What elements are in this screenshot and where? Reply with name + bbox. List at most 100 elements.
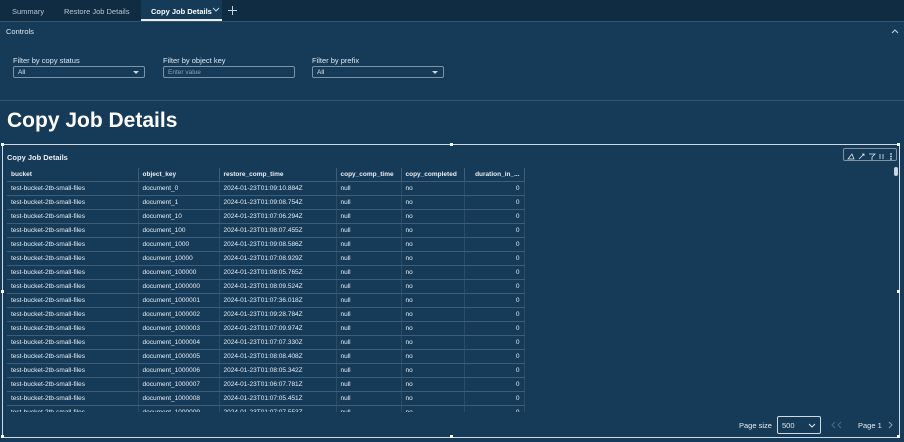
table-cell: test-bucket-2tb-small-files: [7, 335, 139, 350]
table-cell: 0: [464, 307, 525, 322]
table-cell: 0: [464, 237, 525, 252]
table-cell: test-bucket-2tb-small-files: [7, 363, 139, 378]
table-cell: null: [336, 209, 402, 224]
table-cell: null: [336, 363, 402, 378]
table-cell: null: [336, 181, 402, 196]
scrollbar-thumb[interactable]: [894, 167, 898, 176]
dropdown[interactable]: All: [312, 66, 444, 78]
page-size-dropdown[interactable]: 500: [777, 416, 821, 434]
prev-page-icons[interactable]: [831, 421, 847, 429]
resize-handle[interactable]: [897, 143, 900, 146]
table-cell: test-bucket-2tb-small-files: [7, 195, 139, 210]
header-row: bucket object_key restore_comp_time copy_co…: [7, 168, 525, 182]
table-cell: 2024-01-23T01:07:07.330Z: [219, 335, 337, 350]
table-cell: 0: [464, 251, 525, 266]
table-cell: 0: [464, 363, 525, 378]
table-cell: test-bucket-2tb-small-files: [7, 321, 139, 336]
page-size-label: Page size: [739, 421, 772, 430]
table-cell: no: [401, 321, 465, 336]
table-cell: test-bucket-2tb-small-files: [7, 209, 139, 224]
page-indicator: Page 1: [858, 421, 882, 430]
text-input[interactable]: Enter value: [163, 66, 295, 78]
column-header: object_key: [138, 168, 220, 182]
add-tab-icon[interactable]: [228, 6, 237, 15]
table-cell: 0: [464, 377, 525, 392]
resize-handle[interactable]: [897, 290, 900, 293]
table-cell: 0: [464, 349, 525, 364]
tab[interactable]: Restore Job Details: [64, 7, 130, 16]
tab[interactable]: Summary: [12, 7, 45, 16]
toolbar-icons[interactable]: [844, 151, 896, 162]
resize-handle[interactable]: [450, 435, 453, 438]
collapse-icon[interactable]: [891, 28, 899, 34]
table-cell: null: [336, 377, 402, 392]
table-cell: 2024-01-23T01:08:05.765Z: [219, 265, 337, 280]
table-cell: null: [336, 237, 402, 252]
table-row: test-bucket-2tb-small-files document_0 202…: [7, 181, 525, 196]
resize-handle[interactable]: [1, 435, 4, 438]
table-cell: test-bucket-2tb-small-files: [7, 307, 139, 322]
table-cell: document_1000005: [138, 349, 220, 364]
column-header: bucket: [7, 168, 139, 182]
table-cell: document_1000001: [138, 293, 220, 308]
table-cell: null: [336, 405, 402, 412]
resize-handle[interactable]: [897, 435, 900, 438]
table-cell: 2024-01-23T01:07:05.451Z: [219, 391, 337, 406]
table-cell: 0: [464, 405, 525, 412]
table-cell: document_1: [138, 195, 220, 210]
table-cell: null: [336, 279, 402, 294]
table-cell: no: [401, 251, 465, 266]
resize-handle[interactable]: [450, 143, 453, 146]
table-cell: 2024-01-23T01:08:08.408Z: [219, 349, 337, 364]
table-visual: Copy Job Details bucket object_key restore…: [1, 143, 900, 438]
table-cell: 0: [464, 195, 525, 210]
table-cell: 2024-01-23T01:08:07.455Z: [219, 223, 337, 238]
next-page-icon[interactable]: [888, 421, 894, 429]
table-cell: null: [336, 391, 402, 406]
column-header: restore_comp_time: [219, 168, 337, 182]
table-cell: no: [401, 279, 465, 294]
dropdown-caret: [808, 423, 816, 428]
table-cell: document_1000008: [138, 391, 220, 406]
table-cell: no: [401, 293, 465, 308]
tab-active[interactable]: Copy Job Details: [141, 0, 222, 21]
table-cell: null: [336, 223, 402, 238]
table-cell: document_1000007: [138, 377, 220, 392]
sheet-title: Copy Job Details: [7, 109, 178, 132]
table-cell: null: [336, 335, 402, 350]
table-cell: test-bucket-2tb-small-files: [7, 223, 139, 238]
column-header: copy_comp_time: [336, 168, 402, 182]
resize-handle[interactable]: [1, 290, 4, 293]
table-cell: test-bucket-2tb-small-files: [7, 265, 139, 280]
table-cell: 0: [464, 265, 525, 280]
table-cell: null: [336, 321, 402, 336]
controls-panel: Controls Filter by copy status All Filte…: [0, 22, 904, 101]
table-cell: no: [401, 209, 465, 224]
table-cell: no: [401, 349, 465, 364]
controls-title: Controls: [6, 27, 34, 36]
table-cell: test-bucket-2tb-small-files: [7, 377, 139, 392]
table-cell: document_1000002: [138, 307, 220, 322]
table-cell: null: [336, 293, 402, 308]
dropdown[interactable]: All: [13, 66, 145, 78]
table-cell: no: [401, 377, 465, 392]
table-cell: 2024-01-23T01:07:08.929Z: [219, 251, 337, 266]
table-cell: 0: [464, 223, 525, 238]
resize-handle[interactable]: [1, 143, 4, 146]
tab-menu-icon[interactable]: [212, 7, 220, 13]
table-cell: 2024-01-23T01:09:08.754Z: [219, 195, 337, 210]
table-cell: no: [401, 405, 465, 412]
visual-toolbar[interactable]: [843, 148, 897, 161]
table-cell: test-bucket-2tb-small-files: [7, 293, 139, 308]
filter-label: Filter by prefix: [312, 56, 360, 65]
table-cell: document_100000: [138, 265, 220, 280]
table-row: test-bucket-2tb-small-files document_100 2…: [7, 223, 525, 238]
